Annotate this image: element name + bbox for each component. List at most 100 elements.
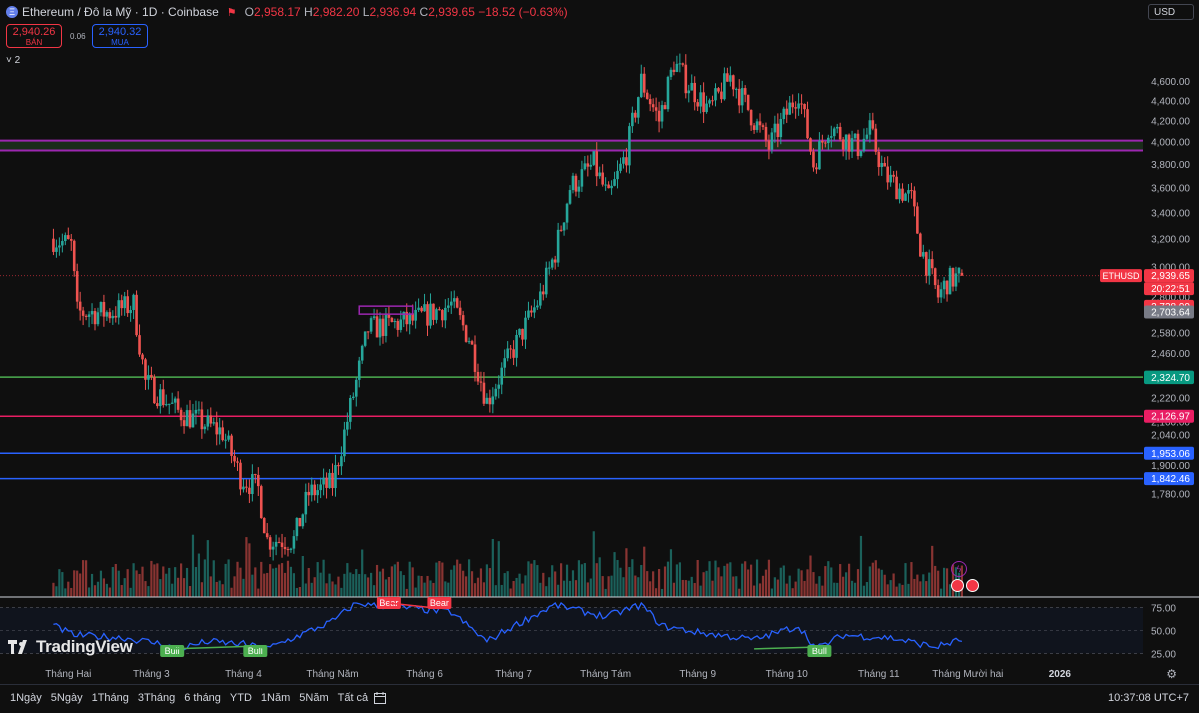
candle (280, 533, 284, 558)
candle-body (239, 462, 242, 490)
range-button[interactable]: 1Năm (260, 692, 291, 704)
volume-bar (242, 578, 245, 597)
range-button[interactable]: 5Ngày (50, 692, 83, 704)
price-tick-label: 3,600.00 (1151, 184, 1190, 195)
resistance-zone (0, 140, 1143, 151)
volume-bar (518, 573, 521, 597)
candle (87, 311, 91, 328)
candle (518, 328, 521, 338)
candle-body (414, 309, 417, 321)
candle-body (129, 309, 132, 314)
us-flag-event-icon[interactable] (966, 579, 979, 592)
candle-body (173, 398, 177, 403)
rsi-line (53, 601, 963, 651)
candle (871, 112, 875, 131)
currency-select[interactable]: USD (1148, 4, 1194, 20)
price-tick-label: 3,800.00 (1151, 160, 1190, 171)
candle (325, 472, 328, 499)
volume-bar (64, 588, 67, 597)
lightning-icon[interactable]: ϟ (951, 561, 967, 577)
candle-body (794, 107, 797, 109)
volume-bar (565, 564, 569, 597)
candle-body (271, 546, 275, 550)
price-tick-label: 4,000.00 (1151, 138, 1190, 149)
candle-body (960, 272, 964, 276)
range-button[interactable]: 1Tháng (91, 692, 129, 704)
candle-body (752, 125, 756, 130)
range-button[interactable]: 5Năm (299, 692, 329, 704)
indicator-toggle[interactable]: ˅ 2 (6, 55, 21, 66)
candle-body (871, 120, 875, 129)
candle (343, 421, 346, 463)
candle-body (343, 429, 346, 457)
candle-body (500, 367, 504, 385)
volume-bar (560, 563, 563, 597)
volume-bar (141, 566, 144, 597)
volume-bar (102, 578, 106, 597)
volume-bar (940, 588, 943, 597)
candle (717, 87, 720, 94)
symbol-title[interactable]: Ethereum / Đô la Mỹ · 1D · Coinbase (22, 5, 219, 19)
candle-body (571, 175, 575, 191)
candle-body (521, 328, 524, 340)
candle-body (200, 409, 204, 430)
candle (639, 64, 643, 99)
candle-body (75, 271, 79, 302)
volume-bar (847, 563, 851, 597)
volume-bar (420, 575, 423, 597)
candle-body (283, 547, 287, 550)
volume-bar (687, 580, 690, 597)
volume-bar (283, 572, 287, 597)
candle (939, 282, 943, 303)
candle (847, 133, 851, 160)
rsi-tick-label: 75.00 (1151, 604, 1176, 615)
candle-body (203, 426, 207, 430)
volume-bar (874, 560, 877, 597)
volume-bar (509, 588, 512, 597)
volume-bar (352, 574, 355, 597)
range-button[interactable]: 6 tháng (184, 692, 221, 704)
clock[interactable]: 10:37:08 UTC+7 (1107, 692, 1189, 704)
candle (806, 101, 809, 140)
volume-bar (542, 572, 545, 597)
candle (740, 80, 744, 113)
candle-body (384, 313, 388, 336)
range-button[interactable]: YTD (229, 692, 252, 704)
candle (310, 477, 314, 502)
candle-body (254, 474, 257, 476)
volume-bar (99, 570, 103, 597)
volume-bar (132, 563, 135, 597)
price-chart[interactable]: 4,600.00 4,400.00 4,200.00 4,000.00 3,800.00… (0, 0, 1199, 684)
candle (319, 477, 322, 499)
buy-button[interactable]: 2,940.32 MUA (92, 24, 148, 48)
volume-bar (429, 580, 432, 597)
candle (227, 430, 230, 442)
candle (850, 130, 854, 159)
volume-bar (197, 553, 201, 597)
range-button[interactable]: Tất cả (337, 692, 369, 704)
candle (108, 308, 112, 323)
candle-body (927, 259, 931, 276)
volume-bar (171, 583, 174, 597)
settings-icon[interactable]: ⚙ (1166, 667, 1177, 681)
flag-icon[interactable]: ⚑ (226, 6, 237, 19)
candle-body (147, 374, 150, 380)
divergence-line (172, 645, 256, 650)
range-button[interactable]: 3Tháng (137, 692, 176, 704)
volume-bar (568, 580, 572, 597)
candle (779, 112, 783, 145)
candle-body (613, 179, 616, 186)
candle-body (298, 517, 302, 527)
calendar-icon[interactable] (373, 691, 387, 705)
range-button[interactable]: 1Ngày (10, 692, 42, 704)
candle (179, 407, 183, 427)
candle (452, 290, 456, 309)
candle-body (782, 108, 786, 120)
volume-bar (916, 574, 919, 597)
candle (800, 94, 803, 115)
us-flag-event-icon[interactable] (951, 579, 964, 592)
sell-button[interactable]: 2,940.26 BÁN (6, 24, 62, 48)
divergence-label: Bull (165, 646, 180, 656)
volume-bar (616, 560, 619, 597)
volume-bar (476, 577, 480, 597)
